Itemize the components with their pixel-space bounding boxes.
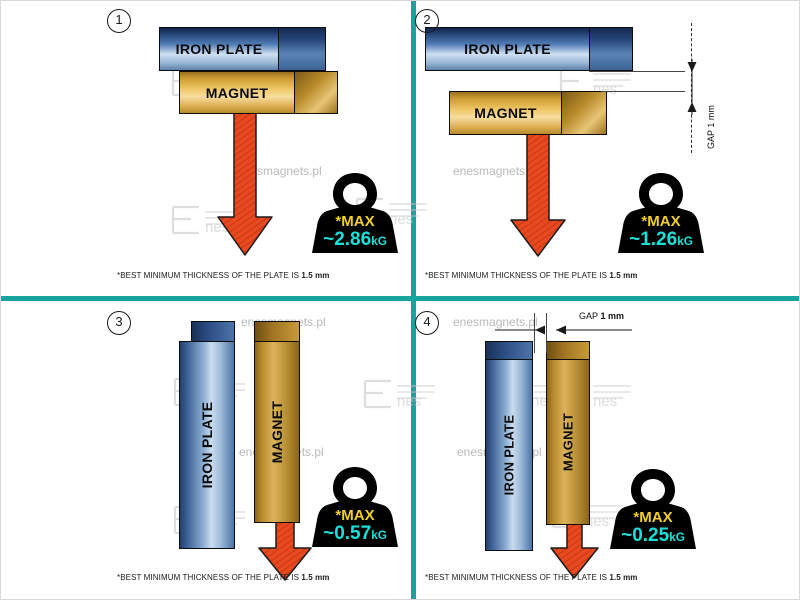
iron-plate-endcap-1: [278, 27, 326, 71]
weight-number: ~0.57: [323, 523, 372, 544]
footnote-value: 1.5 mm: [609, 271, 638, 280]
weight-unit: kG: [669, 531, 685, 544]
step-badge-1: 1: [107, 9, 131, 33]
magnet-label: MAGNET: [474, 105, 537, 121]
magnet-topcap-4: [546, 341, 590, 361]
magnet-label: MAGNET: [560, 412, 576, 472]
force-arrow-1: [216, 113, 274, 257]
iron-plate-block-4: IRON PLATE: [485, 359, 533, 551]
gap-arrow-4: [495, 323, 595, 337]
gap-arrow-2: [684, 59, 700, 115]
footnote-3: *BEST MINIMUM THICKNESS OF THE PLATE IS …: [117, 573, 330, 582]
step-badge-4: 4: [415, 311, 439, 335]
weight-max-label: *MAX: [335, 213, 375, 230]
magnet-endcap-2: [561, 91, 607, 135]
gap-value: 1 mm: [600, 311, 625, 321]
footnote-prefix: *BEST MINIMUM THICKNESS OF THE PLATE IS: [425, 573, 610, 582]
weight-number: ~2.86: [323, 229, 372, 250]
iron-plate-label: IRON PLATE: [464, 41, 551, 57]
gap-extension-right-4: [546, 313, 547, 353]
magnet-block-3: MAGNET: [254, 341, 300, 523]
footnote-value: 1.5 mm: [609, 573, 638, 582]
step-badge-2: 2: [415, 9, 439, 33]
weight-max-label: *MAX: [335, 507, 375, 524]
gap-extension-top-2: [589, 71, 685, 72]
footnote-2: *BEST MINIMUM THICKNESS OF THE PLATE IS …: [425, 271, 638, 280]
weight-value-2: ~1.26kG: [615, 229, 707, 251]
magnet-endcap-1: [294, 71, 338, 114]
iron-plate-topcap-4: [485, 341, 533, 361]
force-arrow-2: [509, 134, 567, 258]
weight-unit: kG: [677, 235, 693, 248]
footnote-4: *BEST MINIMUM THICKNESS OF THE PLATE IS …: [425, 573, 638, 582]
iron-plate-topcap-3: [191, 321, 235, 343]
magnet-block-2: MAGNET: [449, 91, 562, 135]
iron-plate-label: IRON PLATE: [175, 41, 263, 57]
gap-prefix: GAP: [579, 311, 599, 321]
iron-plate-block-1: IRON PLATE: [159, 27, 279, 71]
weight-value-1: ~2.86kG: [309, 229, 401, 251]
magnet-block-4: MAGNET: [546, 359, 590, 525]
footnote-value: 1.5 mm: [301, 573, 330, 582]
weight-max-label: *MAX: [633, 509, 673, 526]
weight-value-4: ~0.25kG: [607, 525, 699, 547]
weight-value-3: ~0.57kG: [309, 523, 401, 545]
step-badge-3: 3: [107, 311, 131, 335]
weight-unit: kG: [371, 529, 387, 542]
iron-plate-label: IRON PLATE: [199, 401, 215, 489]
watermark-logo: nes: [361, 373, 439, 413]
divider-vertical: [411, 1, 416, 599]
iron-plate-label: IRON PLATE: [501, 414, 517, 496]
magnet-label: MAGNET: [205, 84, 269, 101]
weight-unit: kG: [371, 235, 387, 248]
gap-arrow-4b: [546, 323, 632, 337]
gap-label-4: GAP 1 mm: [579, 311, 624, 321]
gap-extension-left-4: [534, 313, 535, 353]
divider-horizontal: [1, 296, 799, 301]
footnote-1: *BEST MINIMUM THICKNESS OF THE PLATE IS …: [117, 271, 330, 280]
magnet-block-1: MAGNET: [179, 71, 295, 114]
gap-label-2: GAP 1 mm: [706, 105, 716, 149]
iron-plate-block-2: IRON PLATE: [425, 27, 590, 71]
magnet-topcap-3: [254, 321, 300, 343]
iron-plate-endcap-2: [589, 27, 633, 71]
weight-number: ~1.26: [629, 229, 678, 250]
force-arrow-3: [256, 522, 314, 582]
svg-text:nes: nes: [593, 393, 617, 410]
magnet-label: MAGNET: [269, 400, 285, 464]
footnote-prefix: *BEST MINIMUM THICKNESS OF THE PLATE IS: [425, 271, 610, 280]
weight-max-label: *MAX: [641, 213, 681, 230]
force-arrow-4: [549, 524, 601, 580]
svg-text:nes: nes: [397, 393, 421, 410]
weight-number: ~0.25: [621, 525, 670, 546]
weight-badge-1: *MAX ~2.86kG: [309, 167, 401, 259]
footnote-value: 1.5 mm: [301, 271, 330, 280]
footnote-prefix: *BEST MINIMUM THICKNESS OF THE PLATE IS: [117, 573, 302, 582]
weight-badge-3: *MAX ~0.57kG: [309, 461, 401, 553]
iron-plate-block-3: IRON PLATE: [179, 341, 235, 549]
footnote-prefix: *BEST MINIMUM THICKNESS OF THE PLATE IS: [117, 271, 302, 280]
weight-badge-4: *MAX ~0.25kG: [607, 463, 699, 555]
gap-extension-bottom-2: [601, 91, 685, 92]
weight-badge-2: *MAX ~1.26kG: [615, 167, 707, 259]
